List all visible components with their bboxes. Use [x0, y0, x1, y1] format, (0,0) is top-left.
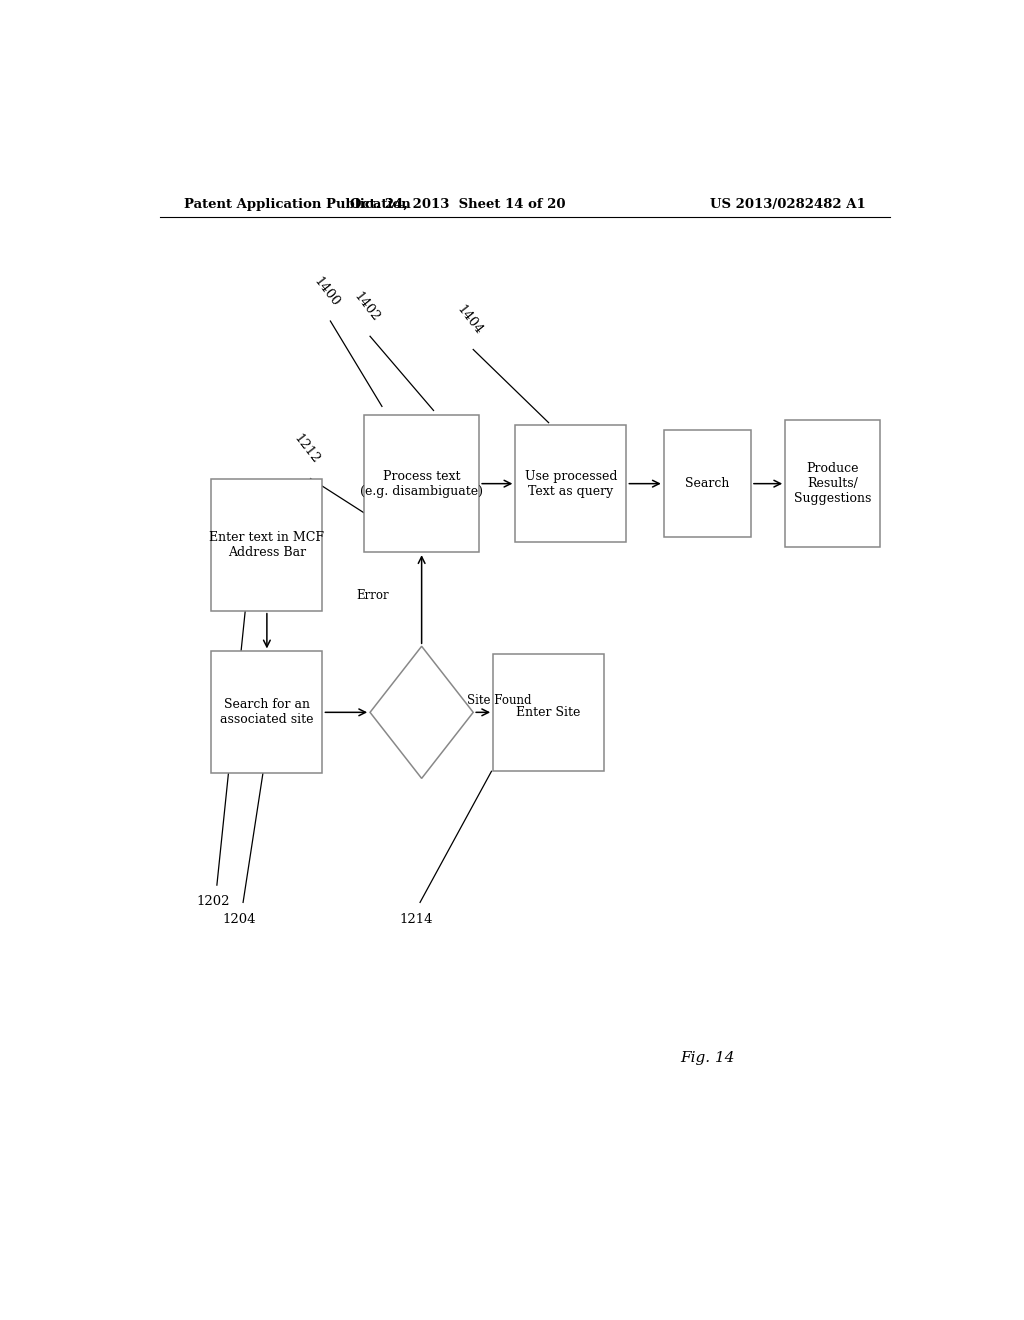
- Text: Oct. 24, 2013  Sheet 14 of 20: Oct. 24, 2013 Sheet 14 of 20: [349, 198, 565, 211]
- Text: US 2013/0282482 A1: US 2013/0282482 A1: [711, 198, 866, 211]
- Text: Process text
(e.g. disambiguate): Process text (e.g. disambiguate): [360, 470, 483, 498]
- Bar: [365, 414, 479, 552]
- Text: 1204: 1204: [222, 912, 256, 925]
- Bar: [494, 653, 604, 771]
- Bar: [211, 651, 323, 774]
- Text: 1400: 1400: [311, 275, 342, 309]
- Polygon shape: [370, 647, 473, 779]
- Text: 1402: 1402: [350, 289, 382, 325]
- Bar: [664, 430, 751, 537]
- Text: Produce
Results/
Suggestions: Produce Results/ Suggestions: [794, 462, 871, 506]
- Bar: [211, 479, 323, 611]
- Text: Enter Site: Enter Site: [516, 706, 581, 719]
- Text: Enter text in MCF
Address Bar: Enter text in MCF Address Bar: [209, 531, 325, 558]
- Text: 1212: 1212: [291, 432, 322, 466]
- Text: 1214: 1214: [399, 912, 433, 925]
- Text: Use processed
Text as query: Use processed Text as query: [524, 470, 617, 498]
- Text: Patent Application Publication: Patent Application Publication: [183, 198, 411, 211]
- Bar: [515, 425, 627, 543]
- Text: Fig. 14: Fig. 14: [680, 1051, 734, 1065]
- Text: 1202: 1202: [197, 895, 229, 908]
- Text: 1404: 1404: [454, 302, 484, 338]
- Text: Site Found: Site Found: [467, 693, 531, 706]
- Text: Error: Error: [356, 589, 389, 602]
- Text: Search for an
associated site: Search for an associated site: [220, 698, 313, 726]
- Bar: [785, 420, 881, 548]
- Text: Search: Search: [685, 477, 729, 490]
